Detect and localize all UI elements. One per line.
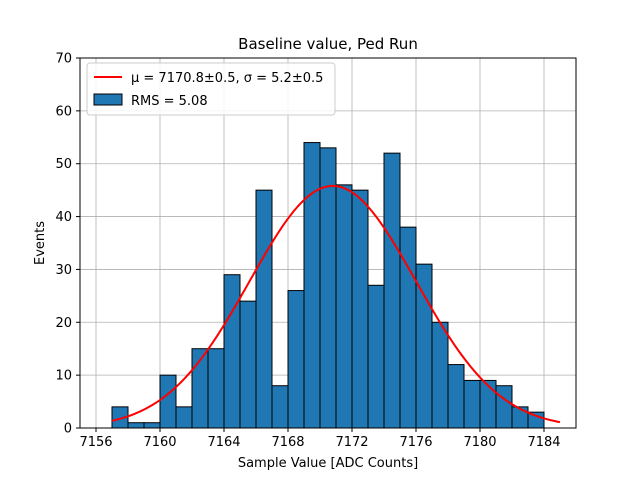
y-tick-label: 40 [55, 210, 72, 225]
x-tick-label: 7156 [79, 435, 112, 450]
histogram-bar [463, 379, 481, 429]
fit-curve [111, 184, 561, 424]
legend-rms-label: RMS = 5.08 [131, 94, 208, 109]
x-tick-label: 7180 [463, 435, 496, 450]
histogram-bar [271, 385, 289, 429]
x-axis-label: Sample Value [ADC Counts] [238, 456, 418, 471]
y-axis-ticks: 0 10 20 30 40 50 60 70 [55, 52, 80, 437]
histogram-bar [319, 147, 337, 429]
x-axis-ticks: 7156 7160 7164 7168 7172 7176 7180 7184 [79, 428, 561, 450]
gaussian-fit [111, 184, 561, 424]
histogram-bar [335, 184, 353, 429]
histogram-bar [239, 300, 257, 429]
histogram-bar [207, 348, 225, 429]
x-tick-label: 7160 [143, 435, 176, 450]
x-tick-label: 7168 [271, 435, 304, 450]
y-tick-label: 0 [64, 422, 72, 437]
legend-box [86, 62, 336, 116]
histogram-bar [367, 284, 385, 429]
histogram-bar [415, 263, 433, 429]
histogram-bar [383, 152, 401, 429]
histogram-bar [351, 189, 369, 429]
legend-fit-label: μ = 7170.8±0.5, σ = 5.2±0.5 [131, 71, 323, 86]
histogram-bar [287, 290, 305, 429]
legend-histogram-swatch [93, 93, 123, 106]
histogram-bar [511, 406, 529, 429]
plot-frame [79, 57, 577, 429]
histogram-bar [495, 385, 513, 429]
x-tick-label: 7184 [527, 435, 560, 450]
y-tick-label: 30 [55, 263, 72, 278]
y-tick-label: 70 [55, 52, 72, 67]
x-tick-label: 7164 [207, 435, 240, 450]
histogram-bar [479, 379, 497, 429]
y-tick-label: 10 [55, 369, 72, 384]
x-tick-label: 7172 [335, 435, 368, 450]
y-tick-label: 20 [55, 316, 72, 331]
legend: μ = 7170.8±0.5, σ = 5.2±0.5 RMS = 5.08 [86, 62, 336, 116]
histogram-bar [127, 422, 145, 429]
histogram-bar [159, 374, 177, 429]
chart-title: Baseline value, Ped Run [238, 35, 418, 53]
y-tick-label: 60 [55, 104, 72, 119]
histogram-bars [111, 142, 545, 429]
histogram-bar [143, 422, 161, 429]
histogram-bar [303, 142, 321, 429]
histogram-bar [431, 321, 449, 429]
histogram-bar [175, 406, 193, 429]
y-axis-label: Events [33, 221, 48, 265]
histogram-bar [255, 189, 273, 429]
histogram-bar [223, 274, 241, 429]
x-tick-label: 7176 [399, 435, 432, 450]
histogram-bar [447, 364, 465, 429]
y-tick-label: 50 [55, 157, 72, 172]
